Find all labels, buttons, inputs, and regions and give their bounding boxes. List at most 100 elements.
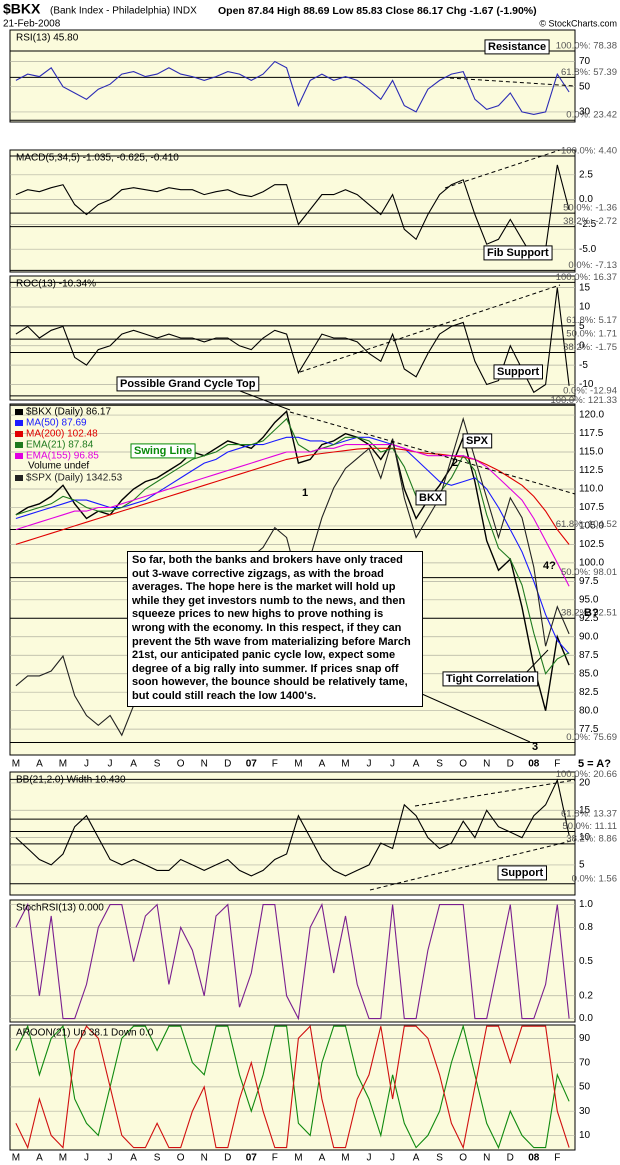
annotation: 1 [302, 487, 308, 499]
trend-line [414, 779, 576, 807]
y-tick-label: 110.0 [579, 484, 604, 495]
y-tick-label: -2.5 [579, 219, 597, 230]
annotation: Volume undef [28, 461, 89, 472]
panel-title: AROON(21) Up 38.1 Down 0.0 [16, 1028, 154, 1039]
y-tick-label: -5.0 [579, 244, 597, 255]
fib-label: 50.0%: 98.01 [561, 567, 617, 578]
legend-label: ROC(13) -10.34% [16, 279, 96, 290]
trend-line [289, 411, 576, 495]
y-tick-label: 115.0 [579, 447, 604, 458]
pointer-line [239, 390, 291, 411]
x-tick-label: S [436, 759, 443, 770]
x-tick-label: A [36, 759, 43, 770]
annotation: Swing Line [134, 445, 192, 457]
x-tick-label: A [130, 1153, 137, 1164]
fib-label: 50.0%: 1.71 [566, 329, 617, 340]
panel-background [9, 1024, 576, 1151]
trend-line [299, 284, 561, 373]
legend-label: BB(21,2.0) Width 10.430 [16, 775, 126, 786]
series-line [15, 1025, 570, 1150]
y-tick-label: 20 [579, 778, 591, 789]
annotation-box [116, 376, 260, 392]
y-tick-label: 80.0 [579, 705, 599, 716]
legend-swatch [15, 475, 23, 481]
legend-label: MA(50) 87.69 [26, 418, 87, 429]
x-tick-label: O [459, 1153, 467, 1164]
fib-label: 61.8%: 57.39 [561, 67, 617, 78]
fib-label: 61.8%: 5.17 [566, 315, 617, 326]
date: 21-Feb-2008 [3, 19, 61, 30]
y-tick-label: 97.5 [579, 576, 599, 587]
y-tick-label: 77.5 [579, 724, 599, 735]
y-tick-label: 30 [579, 107, 591, 118]
fib-label: 0.0%: 1.56 [572, 873, 617, 884]
y-tick-label: 0.5 [579, 956, 593, 967]
annotation: BKX [419, 492, 443, 504]
fib-label: 38.2%: -2.72 [563, 216, 617, 227]
x-tick-label: M [59, 1153, 67, 1164]
y-tick-label: 112.5 [579, 465, 604, 476]
panel-background [9, 275, 576, 401]
y-tick-label: 92.5 [579, 613, 599, 624]
quote: Open 87.84 High 88.69 Low 85.83 Close 86… [218, 5, 537, 17]
series-line [15, 287, 570, 394]
y-tick-label: 100.0 [579, 558, 604, 569]
x-tick-label: A [319, 759, 326, 770]
annotation-box [497, 865, 547, 881]
legend-label: StochRSI(13) 0.000 [16, 903, 104, 914]
annotation-box [462, 433, 493, 449]
x-tick-label: F [272, 1153, 278, 1164]
fib-label: 38.2%: 92.51 [561, 608, 617, 619]
panel-background [9, 149, 576, 273]
x-tick-label: A [413, 1153, 420, 1164]
y-tick-label: 0.8 [579, 922, 593, 933]
y-tick-label: 102.5 [579, 539, 604, 550]
x-tick-label: J [84, 1153, 89, 1164]
legend-label: MA(200) 102.48 [26, 429, 98, 440]
x-tick-label: N [483, 1153, 490, 1164]
x-tick-label: N [483, 759, 490, 770]
annotation: Tight Correlation [446, 673, 535, 685]
series-line [15, 164, 570, 260]
legend-label: EMA(21) 87.84 [26, 440, 94, 451]
annotation-box [130, 443, 196, 459]
x-tick-label: O [177, 1153, 185, 1164]
y-tick-label: 70 [579, 1057, 591, 1068]
y-tick-label: 70 [579, 56, 591, 67]
fib-label: 38.2%: 8.86 [566, 833, 617, 844]
x-tick-label: S [154, 759, 161, 770]
y-tick-label: 82.5 [579, 687, 599, 698]
legend-label: MACD(5,34,5) -1.035, -0.625, -0.410 [16, 153, 179, 164]
x-tick-label: 07 [246, 1153, 258, 1164]
legend-label: RSI(13) 45.80 [16, 33, 79, 44]
x-tick-label: M [59, 759, 67, 770]
legend-swatch [15, 442, 23, 448]
grids [10, 50, 575, 1136]
panel-background [9, 899, 576, 1023]
x-tick-label: M [12, 1153, 20, 1164]
x-tick-label: D [224, 1153, 231, 1164]
annotation-box [415, 490, 447, 506]
x-tick-label: F [554, 1153, 560, 1164]
annotation-box [483, 245, 553, 261]
annotation-box [442, 671, 539, 687]
fib-label: 100.0%: 4.40 [561, 145, 617, 156]
fib-label: 100.0%: 20.66 [556, 769, 617, 780]
pointer-line [412, 689, 531, 743]
x-tick-label: O [177, 759, 185, 770]
x-tick-label: M [294, 1153, 302, 1164]
x-tick-label: M [341, 759, 349, 770]
x-tick-label: S [154, 1153, 161, 1164]
fib-label: 100.0%: 78.38 [556, 40, 617, 51]
y-tick-label: 107.5 [579, 502, 604, 513]
fib-label: 61.8%: 104.52 [556, 519, 617, 530]
annotation: SPX [466, 435, 489, 447]
annotation-box [484, 39, 550, 55]
legend-label: EMA(155) 96.85 [26, 451, 99, 462]
y-tick-label: 95.0 [579, 594, 599, 605]
fib-label: 100.0%: 121.33 [550, 395, 617, 406]
y-tick-label: 90 [579, 1033, 591, 1044]
y-tick-label: 105.0 [579, 521, 604, 532]
